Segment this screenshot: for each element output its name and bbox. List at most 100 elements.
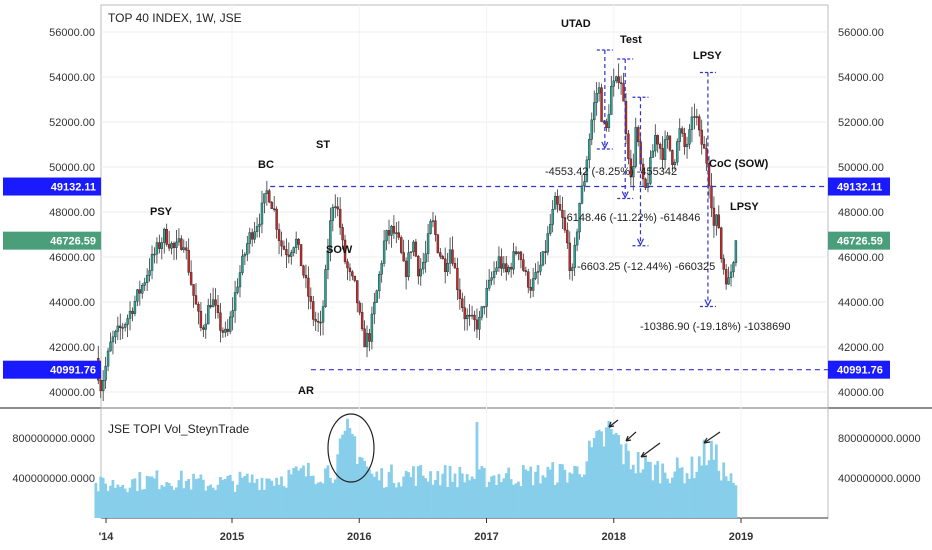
arrow-3 xyxy=(640,442,661,458)
volume-bar-23 xyxy=(150,476,154,518)
volume-bar-25 xyxy=(155,470,159,518)
volume-bar-89 xyxy=(311,475,315,518)
volume-bar-125 xyxy=(399,486,403,518)
candle-body-151 xyxy=(463,307,466,320)
candle-body-64 xyxy=(250,232,254,240)
volume-bar-133 xyxy=(419,465,423,518)
volume-bar-199 xyxy=(580,477,584,518)
candle-body-214 xyxy=(617,76,620,83)
candle-body-11 xyxy=(121,327,124,329)
volume-bar-53 xyxy=(223,478,227,518)
candle-body-61 xyxy=(243,254,247,257)
volume-bar-233 xyxy=(663,472,667,518)
candle-body-102 xyxy=(343,239,347,262)
candle-body-137 xyxy=(429,221,432,234)
candle-body-42 xyxy=(197,304,200,312)
measure-arrow-3 xyxy=(704,299,712,307)
volume-bar-101 xyxy=(341,434,344,518)
volume-bar-28 xyxy=(162,486,166,518)
candle-body-21 xyxy=(145,275,149,283)
volume-bar-20 xyxy=(143,489,147,518)
candle-body-56 xyxy=(231,310,234,318)
volume-bar-32 xyxy=(172,489,176,518)
volume-bar-172 xyxy=(514,483,518,518)
candle-body-86 xyxy=(304,274,308,279)
volume-bar-81 xyxy=(292,468,296,518)
volume-bar-251 xyxy=(707,460,711,518)
volume-bar-142 xyxy=(441,473,445,518)
candle-body-168 xyxy=(505,263,508,273)
price-tags: 49132.11 49132.11 40991.76 40991.76 46726.59… xyxy=(3,177,890,379)
candle-body-244 xyxy=(690,116,694,130)
candle-body-33 xyxy=(175,241,178,248)
candle-body-163 xyxy=(492,271,496,278)
volume-bar-6 xyxy=(109,485,112,518)
candle-body-132 xyxy=(417,255,420,277)
volume-bar-47 xyxy=(209,484,213,518)
time-x-axis: '14 2015 2016 2017 2018 2019 xyxy=(99,518,753,543)
volume-bar-245 xyxy=(693,478,696,518)
candle-body-136 xyxy=(426,233,430,255)
y-tick-right-5: 46000.00 xyxy=(838,252,884,264)
volume-bar-76 xyxy=(280,476,283,518)
candle-body-10 xyxy=(119,325,122,328)
candle-body-66 xyxy=(255,226,259,232)
candle-body-31 xyxy=(170,243,173,249)
volume-bar-189 xyxy=(556,482,559,518)
volume-bar-106 xyxy=(353,436,357,518)
annotation-lpsy-2: LPSY xyxy=(730,201,759,213)
candle-body-91 xyxy=(316,320,320,323)
candle-body-216 xyxy=(622,83,625,102)
candle-body-25 xyxy=(155,242,159,255)
tag-upper-level-right-bg xyxy=(828,177,890,196)
volume-bar-57 xyxy=(233,491,237,518)
volume-bar-177 xyxy=(526,471,530,518)
candle-body-94 xyxy=(324,269,327,307)
candle-body-220 xyxy=(632,166,635,178)
volume-bar-85 xyxy=(302,465,305,518)
candle-body-203 xyxy=(590,119,593,140)
candle-body-62 xyxy=(246,243,249,255)
candle-body-101 xyxy=(341,227,344,241)
volume-bar-151 xyxy=(463,482,467,518)
volume-bar-49 xyxy=(214,490,217,518)
volume-bar-153 xyxy=(468,480,471,518)
candle-body-219 xyxy=(629,158,633,178)
candle-body-242 xyxy=(685,143,689,148)
candle-body-193 xyxy=(566,229,569,244)
volume-bar-59 xyxy=(238,471,242,518)
volume-bar-74 xyxy=(275,477,278,518)
candle-body-97 xyxy=(331,207,335,221)
candle-body-195 xyxy=(571,267,574,271)
volume-bar-214 xyxy=(617,435,621,518)
volume-bar-141 xyxy=(438,485,442,518)
candle-body-262 xyxy=(734,240,738,263)
candle-body-128 xyxy=(407,252,410,277)
candle-body-226 xyxy=(646,183,650,188)
volume-bar-220 xyxy=(631,464,635,518)
annotation-coc-sow: CoC (SOW) xyxy=(709,158,769,170)
volume-bar-254 xyxy=(714,444,718,518)
volume-bar-35 xyxy=(179,470,183,518)
candle-body-147 xyxy=(453,263,457,269)
volume-bar-188 xyxy=(553,484,557,518)
candle-body-39 xyxy=(189,272,193,285)
volume-bar-179 xyxy=(531,485,535,518)
volume-bar-232 xyxy=(661,463,664,518)
candle-body-49 xyxy=(214,299,217,306)
volume-bar-186 xyxy=(548,469,552,518)
volume-bar-86 xyxy=(304,476,308,518)
candle-body-68 xyxy=(260,202,264,225)
candle-body-105 xyxy=(351,271,354,277)
candle-body-144 xyxy=(446,263,449,272)
candle-body-108 xyxy=(358,302,361,313)
candle-body-236 xyxy=(671,150,674,166)
volume-bar-79 xyxy=(287,469,291,518)
candle-body-59 xyxy=(238,272,242,288)
annotation-ar: AR xyxy=(298,385,314,397)
candle-body-20 xyxy=(143,282,146,286)
volume-bar-139 xyxy=(434,479,437,518)
candle-body-171 xyxy=(512,251,515,270)
candle-body-142 xyxy=(441,256,444,260)
